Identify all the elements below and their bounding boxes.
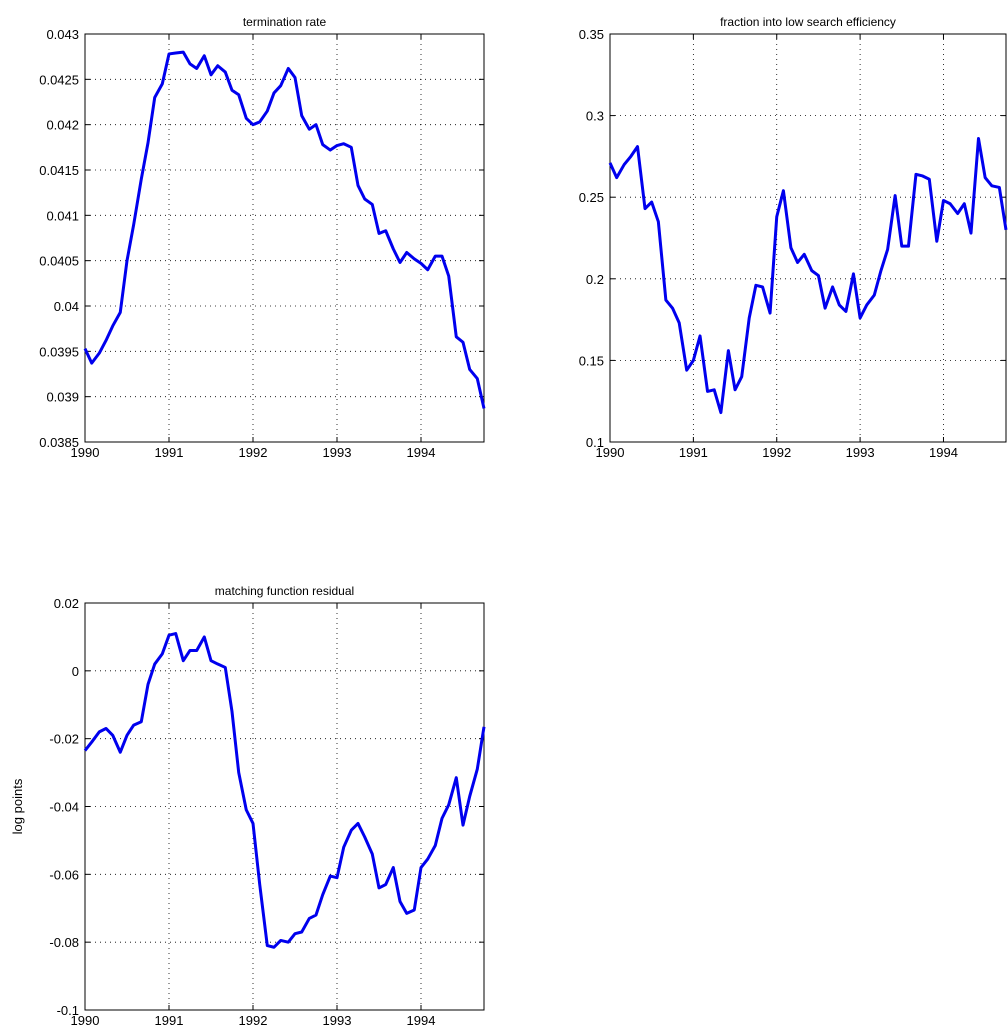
plot-area	[85, 603, 484, 1010]
y-tick-label: 0.2	[586, 272, 604, 287]
x-tick-label: 1990	[596, 445, 625, 460]
plot-frame	[84, 602, 485, 1011]
plot-area	[85, 34, 484, 442]
x-tick-label: 1993	[323, 1013, 352, 1028]
plot-frame	[609, 33, 1007, 443]
y-tick-label: 0	[72, 664, 79, 679]
data-line	[83, 50, 486, 409]
x-tick-label: 1992	[239, 1013, 268, 1028]
x-tick-label: 1991	[679, 445, 708, 460]
chart-title: matching function residual	[215, 584, 354, 598]
chart-title: fraction into low search efficiency	[720, 15, 896, 29]
y-tick-label: -0.08	[49, 935, 79, 950]
x-tick-label: 1993	[323, 445, 352, 460]
y-tick-label: 0.0415	[39, 163, 79, 178]
x-tick-label: 1994	[407, 445, 436, 460]
y-tick-label: 0.0395	[39, 344, 79, 359]
x-tick-label: 1993	[846, 445, 875, 460]
y-tick-label: 0.1	[586, 435, 604, 450]
y-tick-label: -0.04	[49, 800, 79, 815]
x-tick-label: 1994	[929, 445, 958, 460]
x-tick-label: 1992	[239, 445, 268, 460]
plot-area	[610, 34, 1006, 442]
y-tick-label: 0.04	[54, 299, 79, 314]
data-line	[608, 136, 1008, 415]
y-tick-label: 0.041	[46, 208, 79, 223]
y-tick-label: 0.25	[579, 190, 604, 205]
y-tick-label: 0.35	[579, 27, 604, 42]
x-tick-label: 1990	[71, 445, 100, 460]
chart-title: termination rate	[243, 15, 327, 29]
y-tick-label: 0.15	[579, 353, 604, 368]
plot-frame	[84, 33, 485, 443]
y-tick-label: 0.042	[46, 118, 79, 133]
y-tick-label: 0.039	[46, 390, 79, 405]
y-tick-label: 0.043	[46, 27, 79, 42]
y-tick-label: 0.0425	[39, 72, 79, 87]
y-axis-label: log points	[10, 778, 25, 834]
x-tick-label: 1990	[71, 1013, 100, 1028]
y-tick-label: -0.06	[49, 867, 79, 882]
y-tick-label: 0.02	[54, 596, 79, 611]
y-tick-label: -0.1	[57, 1003, 79, 1018]
x-tick-label: 1992	[762, 445, 791, 460]
y-tick-label: -0.02	[49, 732, 79, 747]
y-tick-label: 0.3	[586, 109, 604, 124]
data-line	[83, 632, 486, 949]
x-tick-label: 1991	[155, 1013, 184, 1028]
y-tick-label: 0.0405	[39, 254, 79, 269]
x-tick-label: 1994	[407, 1013, 436, 1028]
y-tick-label: 0.0385	[39, 435, 79, 450]
x-tick-label: 1991	[155, 445, 184, 460]
